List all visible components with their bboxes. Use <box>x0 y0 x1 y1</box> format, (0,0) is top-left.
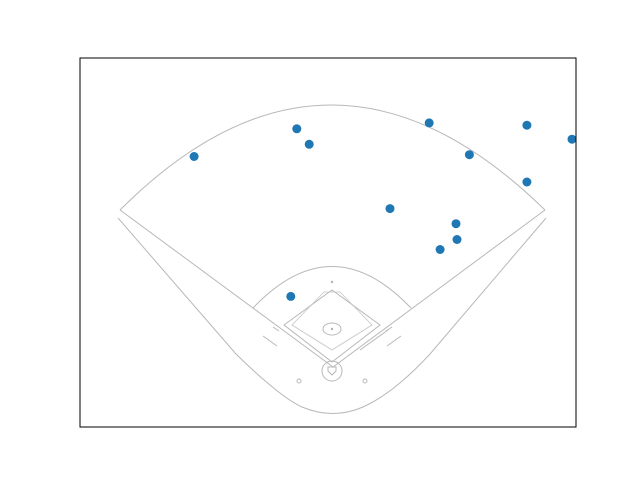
data-point <box>292 124 302 134</box>
right-on-deck-circle <box>362 378 368 384</box>
plot-frame <box>79 57 577 428</box>
data-point <box>424 118 434 128</box>
outfield-wall <box>119 104 546 211</box>
right-foul-line <box>332 209 546 368</box>
infield-diamond <box>283 289 381 363</box>
baseball-field-diagram <box>117 104 547 414</box>
data-point <box>522 120 532 130</box>
data-point <box>304 139 314 149</box>
right-coach-box <box>386 335 402 347</box>
second-base <box>330 280 334 284</box>
left-coach-box <box>262 335 278 347</box>
infield-grass-arc <box>252 266 412 309</box>
left-baseline-tick <box>272 326 280 332</box>
data-point <box>189 152 199 161</box>
data-point <box>567 134 577 144</box>
scatter-points <box>189 118 577 301</box>
data-point <box>522 177 532 187</box>
data-point <box>385 204 395 214</box>
home-plate-circle <box>321 360 343 382</box>
home-plate <box>327 366 337 376</box>
pitchers-mound <box>322 322 342 336</box>
plot-background <box>80 58 576 427</box>
data-point <box>451 219 461 229</box>
data-point <box>435 245 445 254</box>
infield-dirt <box>291 291 373 351</box>
left-on-deck-circle <box>296 378 302 384</box>
left-foul-line <box>119 209 334 368</box>
first-base-runners-lane <box>359 329 389 351</box>
left-field-boundary <box>117 217 547 414</box>
pitchers-rubber <box>330 327 334 331</box>
data-point <box>286 291 296 301</box>
data-point <box>452 235 462 244</box>
data-point <box>464 150 474 160</box>
